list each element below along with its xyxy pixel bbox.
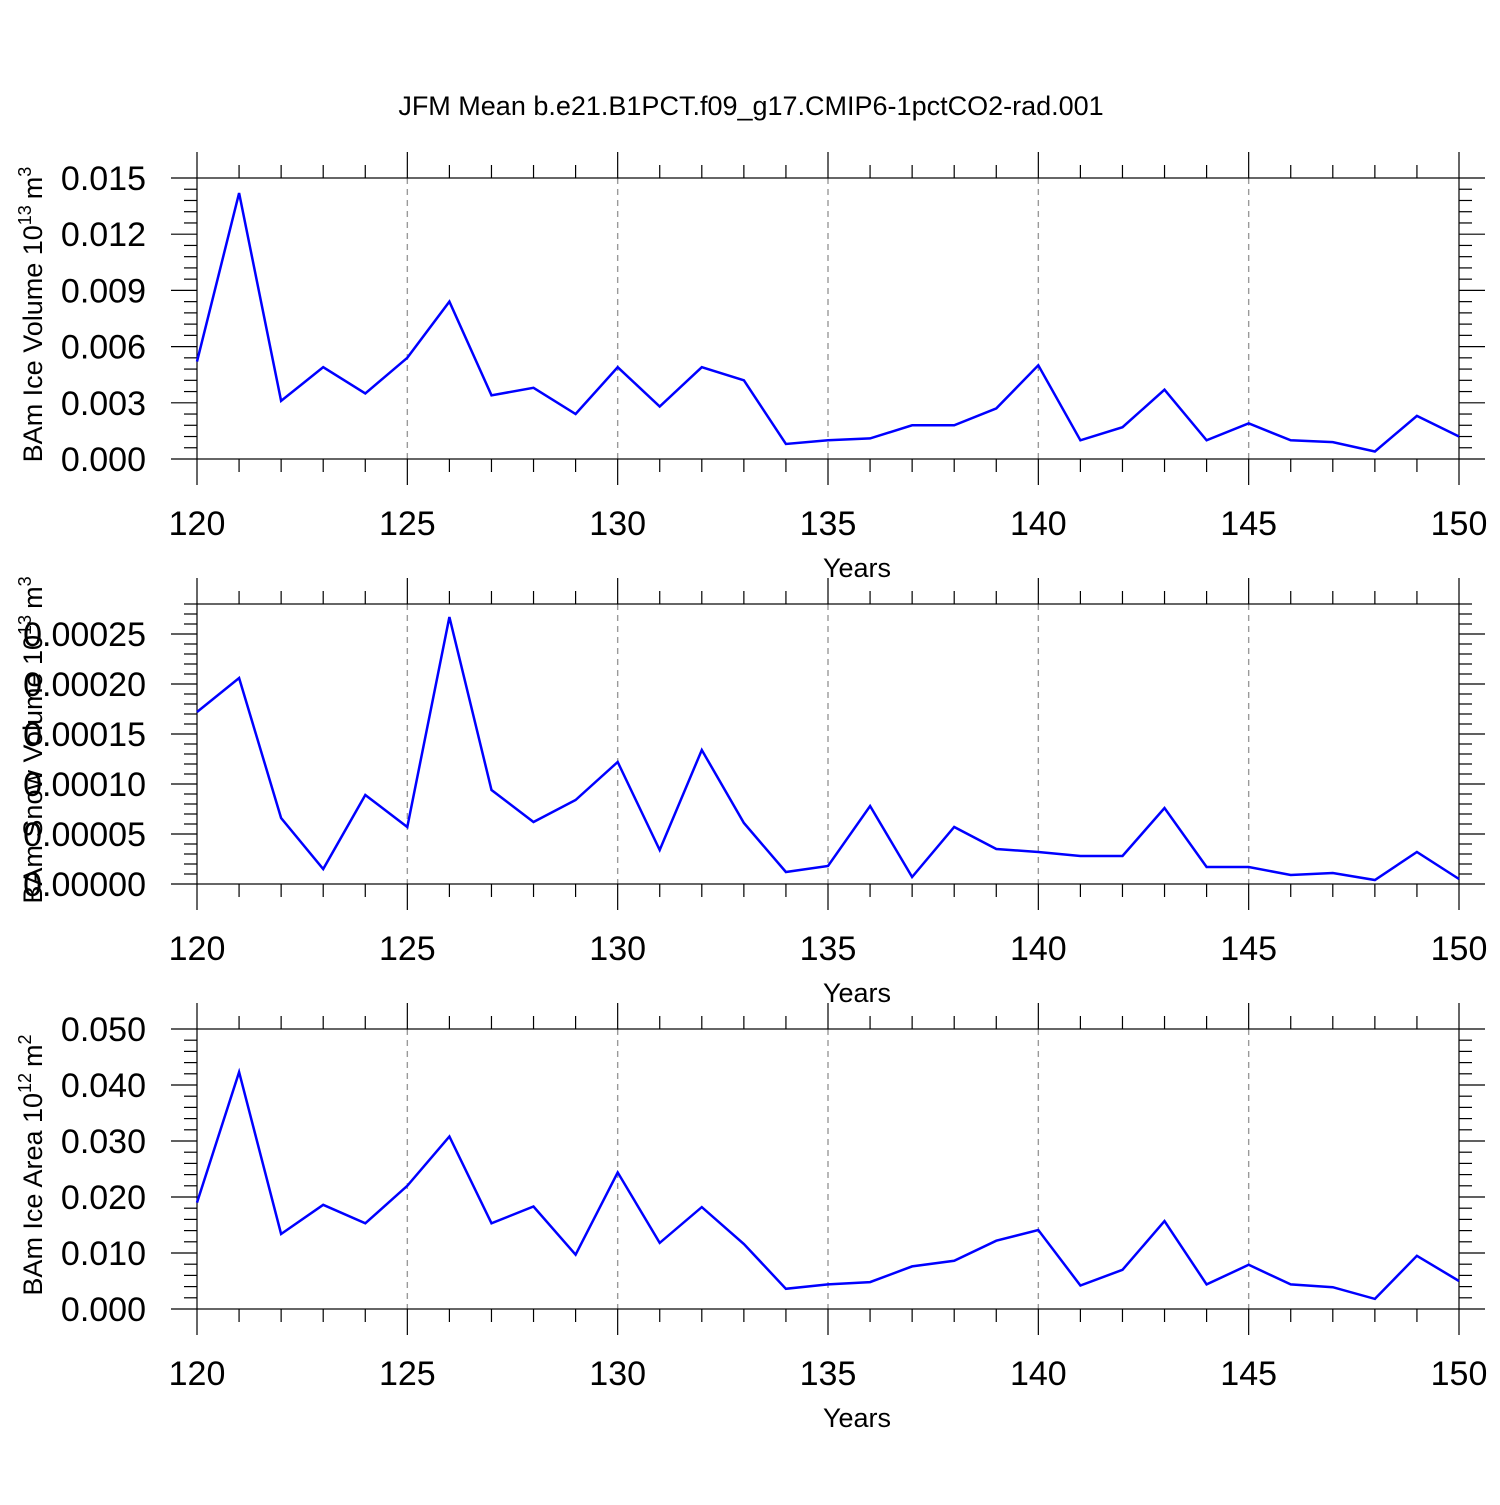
plot-frame — [196, 603, 1460, 885]
y-axis-title-unit-exponent: 3 — [15, 576, 35, 586]
y-axis-title-unit: m — [18, 177, 48, 200]
x-tick-label: 140 — [1010, 930, 1067, 968]
x-tick-label: 130 — [589, 505, 646, 543]
y-tick-label: 0.00000 — [23, 866, 146, 904]
y-axis-title-unit-exponent: 3 — [15, 167, 35, 177]
y-axis-title: BAm Snow Volume 1013 m3 — [15, 576, 48, 903]
y-tick-label: 0.000 — [61, 441, 146, 479]
y-tick-label: 0.00010 — [23, 766, 146, 804]
series-line — [196, 616, 1460, 882]
y-tick-label: 0.040 — [61, 1067, 146, 1105]
x-tick-label: 145 — [1220, 505, 1277, 543]
panel-3: 120 125 130 135 140 145 150 0.000 0.010 0.020 0.03… — [15, 1003, 1487, 1433]
series-line — [195, 192, 1460, 453]
x-tick-label: 120 — [169, 1355, 226, 1393]
x-tick-label: 135 — [800, 505, 857, 543]
plot-frame — [196, 177, 1460, 460]
y-tick-label: 0.050 — [61, 1011, 146, 1049]
y-axis-title: BAm Ice Volume 1013 m3 — [15, 167, 48, 463]
y-tick-label: 0.000 — [61, 1291, 146, 1329]
x-tick-label: 125 — [379, 505, 436, 543]
x-tick-label: 140 — [1010, 505, 1067, 543]
y-axis-title-unit: m — [18, 586, 48, 609]
plot-frame — [196, 1028, 1460, 1310]
x-axis-title: Years — [823, 978, 891, 1008]
y-axis-title-text: BAm Snow Volume 10 — [18, 635, 48, 904]
x-tick-label: 135 — [800, 1355, 857, 1393]
panel-2: 120 125 130 135 140 145 150 0.00000 0.00005 0.000… — [15, 576, 1487, 1008]
y-tick-label: 0.012 — [61, 216, 146, 254]
y-tick-label: 0.010 — [61, 1235, 146, 1273]
y-tick-label: 0.015 — [61, 160, 146, 198]
y-axis-title-exponent: 13 — [15, 615, 35, 635]
x-tick-label: 120 — [169, 930, 226, 968]
y-tick-label: 0.030 — [61, 1123, 146, 1161]
y-tick-label: 0.009 — [61, 272, 146, 310]
x-tick-label: 130 — [589, 1355, 646, 1393]
x-tick-label: 150 — [1431, 505, 1488, 543]
y-axis-title-exponent: 12 — [15, 1073, 35, 1093]
y-tick-label: 0.020 — [61, 1179, 146, 1217]
x-tick-label: 140 — [1010, 1355, 1067, 1393]
x-tick-label: 150 — [1431, 930, 1488, 968]
y-axis-title-unit-exponent: 2 — [15, 1034, 35, 1044]
y-axis-title-unit: m — [18, 1044, 48, 1067]
x-tick-label: 135 — [800, 930, 857, 968]
x-tick-label: 150 — [1431, 1355, 1488, 1393]
y-axis-title-text: BAm Ice Area 10 — [18, 1093, 48, 1296]
y-axis-title: BAm Ice Area 1012 m2 — [15, 1034, 48, 1295]
x-tick-label: 120 — [169, 505, 226, 543]
y-tick-label: 0.00025 — [23, 616, 146, 654]
chart-title: JFM Mean b.e21.B1PCT.f09_g17.CMIP6-1pctC… — [398, 91, 1103, 121]
panel-1: 120 125 130 135 140 145 150 0.000 0.003 0.006 0.00… — [15, 152, 1487, 583]
x-axis-title: Years — [823, 553, 891, 583]
y-tick-label: 0.00020 — [23, 666, 146, 704]
y-tick-label: 0.00015 — [23, 716, 146, 754]
series-line — [195, 1067, 1460, 1301]
y-axis-title-text: BAm Ice Volume 10 — [18, 225, 48, 462]
x-tick-label: 130 — [589, 930, 646, 968]
y-tick-label: 0.006 — [61, 329, 146, 367]
x-axis-title: Years — [823, 1403, 891, 1433]
y-tick-label: 0.003 — [61, 385, 146, 423]
x-tick-label: 125 — [379, 1355, 436, 1393]
x-tick-label: 145 — [1220, 930, 1277, 968]
x-tick-label: 125 — [379, 930, 436, 968]
y-tick-label: 0.00005 — [23, 816, 146, 854]
x-tick-label: 145 — [1220, 1355, 1277, 1393]
panels: 120 125 130 135 140 145 150 0.000 0.003 0.006 0.00… — [15, 152, 1487, 1433]
y-axis-title-exponent: 13 — [15, 205, 35, 225]
